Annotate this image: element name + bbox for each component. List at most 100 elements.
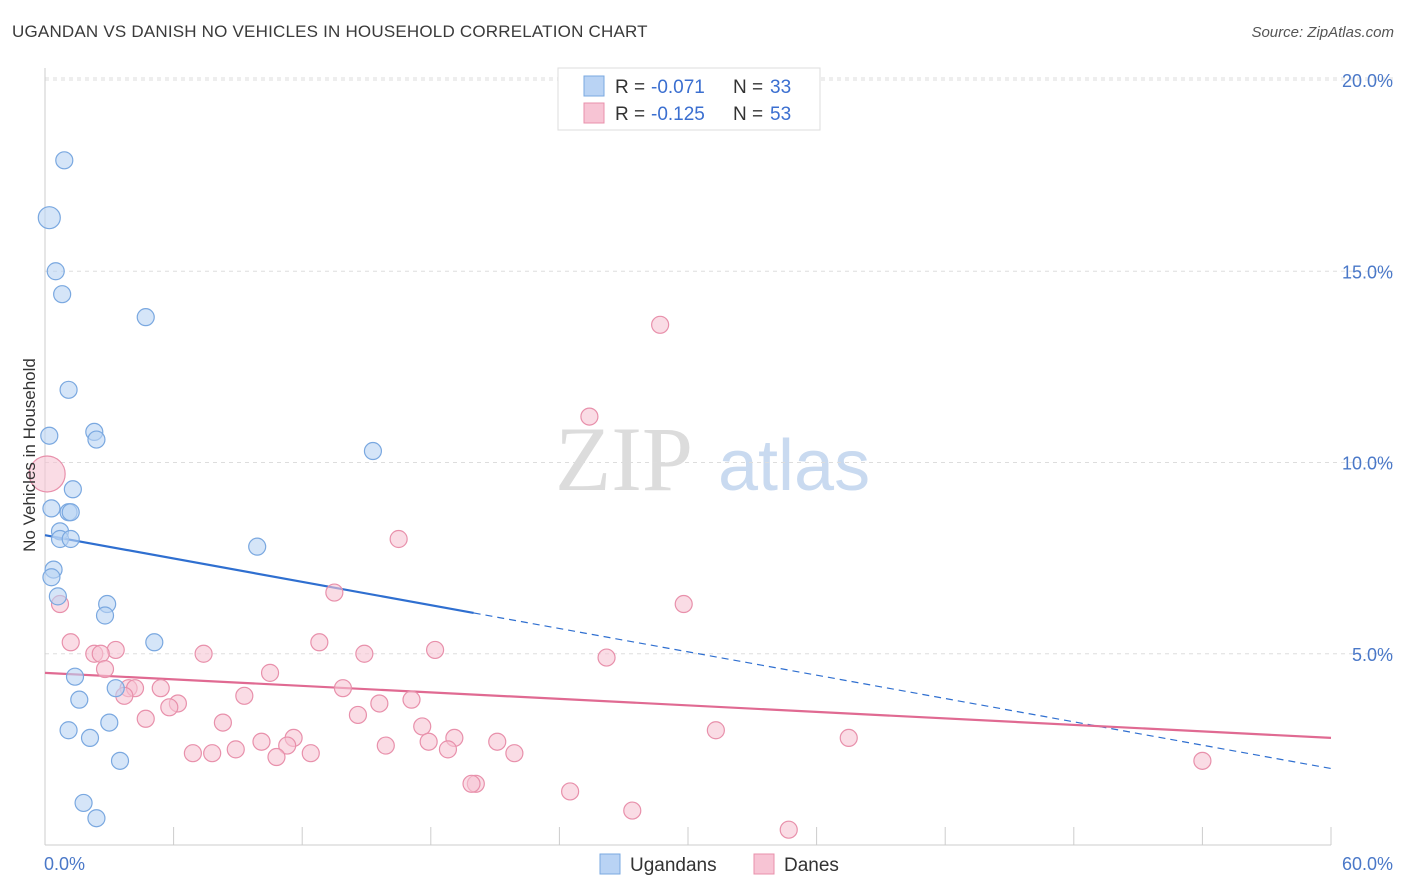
trend-lines [44, 534, 1332, 770]
legend-r-label-ugandans: R = [615, 77, 645, 98]
trend-line-danes [44, 671, 1332, 739]
point-danes-5 [674, 594, 693, 614]
bottom-legend-swatch-danes [753, 853, 775, 875]
legend-r-value-ugandans: -0.071 [651, 77, 705, 98]
grid-lines [45, 77, 1393, 655]
point-ugandans-2 [46, 262, 65, 281]
point-danes-46 [267, 747, 286, 767]
point-ugandans-13 [61, 503, 80, 522]
x-tick-label-max: 60.0% [1342, 854, 1393, 874]
y-axis-label: No Vehicles in Household [20, 358, 39, 552]
point-ugandans-9 [363, 441, 383, 461]
watermark-zip: ZIP [555, 408, 693, 510]
point-danes-13 [355, 644, 374, 663]
point-danes-30 [213, 713, 232, 732]
point-danes-6 [325, 583, 344, 602]
bottom-legend-danes: Danes [784, 855, 839, 876]
point-danes-3 [389, 529, 408, 549]
point-ugandans-23 [145, 633, 164, 652]
data-points [28, 151, 1212, 839]
point-danes-32 [706, 721, 725, 740]
point-danes-53 [779, 820, 798, 839]
point-danes-28 [348, 705, 368, 725]
point-ugandans-3 [53, 285, 72, 304]
correlation-legend: R = -0.071 N = 33 R = -0.125 N = 53 [557, 67, 821, 131]
point-danes-17 [260, 663, 280, 682]
point-ugandans-31 [74, 793, 93, 813]
point-danes-48 [1193, 751, 1212, 770]
y-tick-label-20: 20.0% [1342, 71, 1393, 91]
legend-r-label-danes: R = [615, 104, 645, 125]
point-danes-45 [203, 744, 222, 763]
legend-swatch-ugandans [583, 75, 605, 97]
bottom-legend-ugandans: Ugandans [630, 855, 717, 876]
point-danes-43 [183, 744, 202, 763]
series-legend: Ugandans Danes [599, 853, 839, 876]
point-danes-12 [194, 644, 213, 663]
point-ugandans-1 [37, 206, 61, 230]
legend-n-label-danes: N = [733, 104, 763, 125]
bottom-legend-swatch-ugandans [599, 853, 621, 875]
point-danes-42 [226, 740, 245, 759]
point-danes-22 [235, 686, 254, 705]
point-danes-11 [91, 644, 110, 663]
point-ugandans-17 [248, 537, 267, 556]
point-danes-47 [505, 744, 524, 763]
x-tick-label-min: 0.0% [44, 854, 85, 874]
point-danes-38 [278, 736, 297, 755]
point-danes-51 [561, 782, 580, 801]
point-ugandans-30 [110, 751, 130, 770]
point-ugandans-11 [42, 499, 61, 518]
point-danes-40 [376, 736, 395, 755]
point-danes-44 [301, 744, 320, 763]
point-ugandans-28 [59, 721, 78, 740]
point-danes-15 [597, 648, 616, 667]
legend-r-value-danes: -0.125 [651, 104, 705, 125]
point-danes-50 [462, 774, 481, 793]
point-danes-25 [160, 698, 179, 717]
point-danes-19 [151, 679, 170, 698]
point-danes-21 [333, 679, 353, 698]
point-ugandans-4 [136, 308, 155, 327]
point-ugandans-24 [65, 667, 85, 686]
point-danes-26 [370, 694, 389, 713]
legend-n-label-ugandans: N = [733, 77, 763, 98]
point-ugandans-0 [55, 151, 74, 170]
point-danes-9 [106, 640, 125, 660]
point-danes-41 [438, 740, 458, 759]
legend-swatch-danes [583, 102, 605, 124]
point-ugandans-16 [61, 529, 80, 549]
point-ugandans-7 [40, 426, 59, 445]
point-ugandans-19 [42, 568, 61, 587]
point-danes-52 [623, 801, 642, 820]
point-danes-35 [839, 728, 858, 748]
point-ugandans-10 [63, 480, 82, 499]
legend-n-value-ugandans: 33 [770, 77, 791, 98]
point-danes-37 [419, 732, 438, 751]
point-ugandans-27 [100, 713, 119, 732]
point-ugandans-25 [106, 679, 125, 698]
point-danes-7 [61, 633, 80, 652]
y-tick-label-5: 5.0% [1352, 645, 1393, 665]
point-danes-8 [310, 633, 329, 652]
point-ugandans-20 [48, 587, 67, 606]
chart-title: UGANDAN VS DANISH NO VEHICLES IN HOUSEHO… [12, 22, 648, 41]
point-danes-1 [651, 315, 670, 334]
point-danes-16 [95, 659, 115, 679]
point-danes-31 [413, 717, 432, 736]
legend-n-value-danes: 53 [770, 104, 791, 125]
point-ugandans-5 [59, 380, 78, 399]
point-danes-36 [252, 732, 271, 751]
point-danes-39 [488, 732, 507, 751]
watermark-atlas: atlas [718, 426, 870, 506]
point-danes-29 [136, 709, 155, 728]
point-danes-0 [28, 455, 66, 493]
point-danes-27 [402, 690, 421, 709]
point-ugandans-8 [87, 430, 106, 449]
point-ugandans-22 [95, 606, 115, 625]
point-ugandans-32 [87, 809, 106, 828]
point-danes-2 [580, 407, 599, 426]
point-ugandans-29 [80, 728, 100, 748]
point-danes-14 [425, 640, 445, 660]
